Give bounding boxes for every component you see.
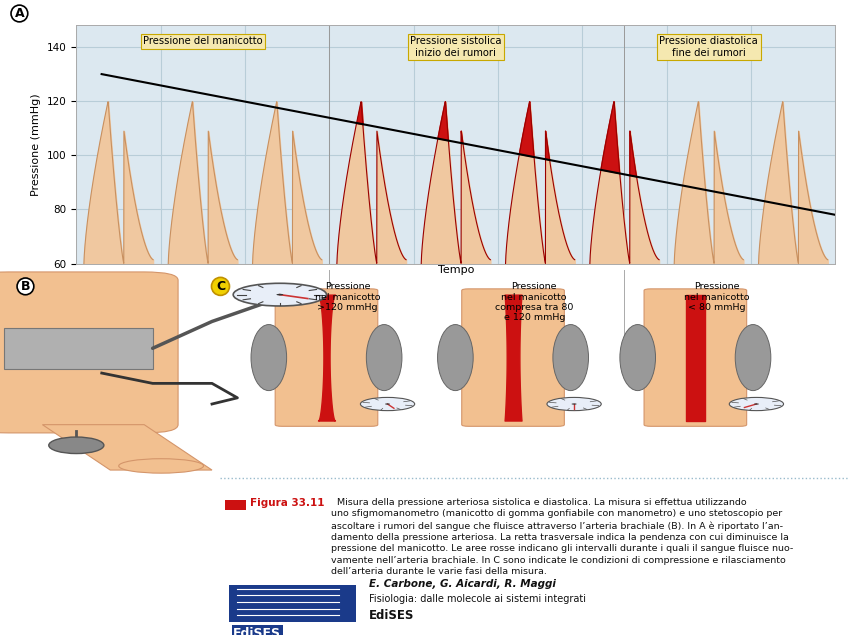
FancyBboxPatch shape <box>461 289 565 426</box>
Bar <box>225 500 246 509</box>
Ellipse shape <box>119 458 204 473</box>
Text: Pressione sistolica
inizio dei rumori: Pressione sistolica inizio dei rumori <box>410 36 501 58</box>
Text: Pressione diastolica
fine dei rumori: Pressione diastolica fine dei rumori <box>660 36 758 58</box>
Circle shape <box>385 403 390 404</box>
Text: Pressione del manicotto: Pressione del manicotto <box>143 36 263 46</box>
FancyBboxPatch shape <box>4 328 153 369</box>
Circle shape <box>754 403 759 404</box>
FancyBboxPatch shape <box>0 272 178 433</box>
Text: C: C <box>216 280 225 293</box>
Text: EdiSES: EdiSES <box>369 608 415 622</box>
Ellipse shape <box>366 324 402 391</box>
Circle shape <box>233 283 326 306</box>
Circle shape <box>360 398 415 411</box>
X-axis label: Tempo: Tempo <box>438 265 474 275</box>
Ellipse shape <box>735 324 771 391</box>
Bar <box>229 585 356 622</box>
Text: E. Carbone, G. Aicardi, R. Maggi: E. Carbone, G. Aicardi, R. Maggi <box>369 579 555 589</box>
Text: EdiSES: EdiSES <box>233 627 282 635</box>
Text: Pressione
nel manicotto
compresa tra 80
e 120 mmHg: Pressione nel manicotto compresa tra 80 … <box>495 282 573 323</box>
Ellipse shape <box>553 324 589 391</box>
Text: Misura della pressione arteriosa sistolica e diastolica. La misura si effettua u: Misura della pressione arteriosa sistoli… <box>331 498 793 577</box>
Ellipse shape <box>251 324 287 391</box>
Y-axis label: Pressione (mmHg): Pressione (mmHg) <box>31 93 42 196</box>
Ellipse shape <box>438 324 473 391</box>
Text: A: A <box>14 7 25 20</box>
Circle shape <box>729 398 784 411</box>
Circle shape <box>276 294 283 295</box>
FancyBboxPatch shape <box>276 289 378 426</box>
Ellipse shape <box>49 437 104 453</box>
Ellipse shape <box>620 324 656 391</box>
Circle shape <box>572 403 577 404</box>
Circle shape <box>547 398 601 411</box>
FancyBboxPatch shape <box>644 289 747 426</box>
Polygon shape <box>42 425 212 470</box>
Text: Pressione
nel manicotto
>120 mmHg: Pressione nel manicotto >120 mmHg <box>315 282 381 312</box>
Text: Fisiologia: dalle molecole ai sistemi integrati: Fisiologia: dalle molecole ai sistemi in… <box>369 594 586 604</box>
Text: B: B <box>20 280 31 293</box>
Text: Pressione
nel manicotto
< 80 mmHg: Pressione nel manicotto < 80 mmHg <box>683 282 750 312</box>
Text: Figura 33.11: Figura 33.11 <box>250 498 325 508</box>
